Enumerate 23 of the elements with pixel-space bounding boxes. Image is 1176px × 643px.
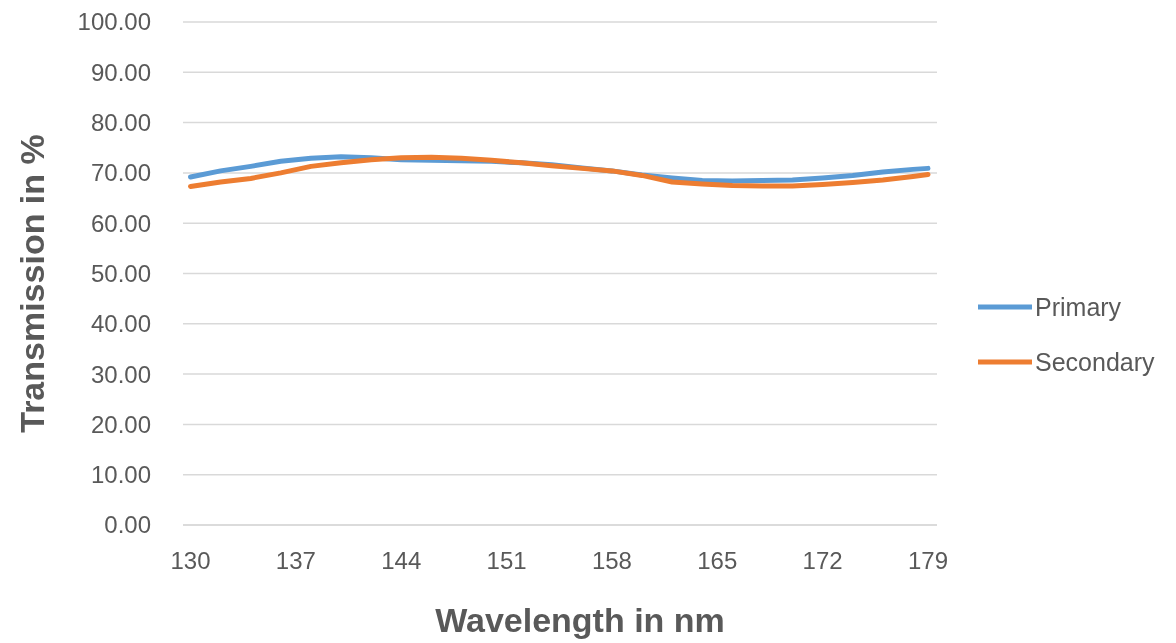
y-tick-label: 20.00 [90,410,151,438]
y-tick-label: 50.00 [90,259,151,287]
y-tick-label: 100.00 [77,8,151,36]
y-tick-label: 30.00 [90,360,151,388]
y-tick-label: 0.00 [104,511,151,539]
x-tick-label: 144 [381,547,422,574]
y-tick-label: 60.00 [90,209,151,237]
legend-label: Primary [1035,292,1122,321]
y-axis-title: Transmission in % [13,134,51,433]
legend-label: Secondary [1035,347,1156,376]
x-tick-label: 151 [486,547,527,574]
y-tick-label: 90.00 [90,58,151,86]
x-axis-title: Wavelength in nm [435,601,725,639]
x-tick-label: 158 [591,547,632,574]
x-tick-label: 137 [275,547,316,574]
x-tick-label: 179 [907,547,948,574]
y-tick-label: 80.00 [90,109,151,136]
y-tick-label: 70.00 [90,159,151,187]
x-tick-label: 130 [170,547,211,574]
x-tick-label: 172 [802,547,843,574]
y-tick-label: 10.00 [90,461,151,489]
y-tick-label: 40.00 [90,310,151,338]
x-tick-label: 165 [697,547,738,574]
